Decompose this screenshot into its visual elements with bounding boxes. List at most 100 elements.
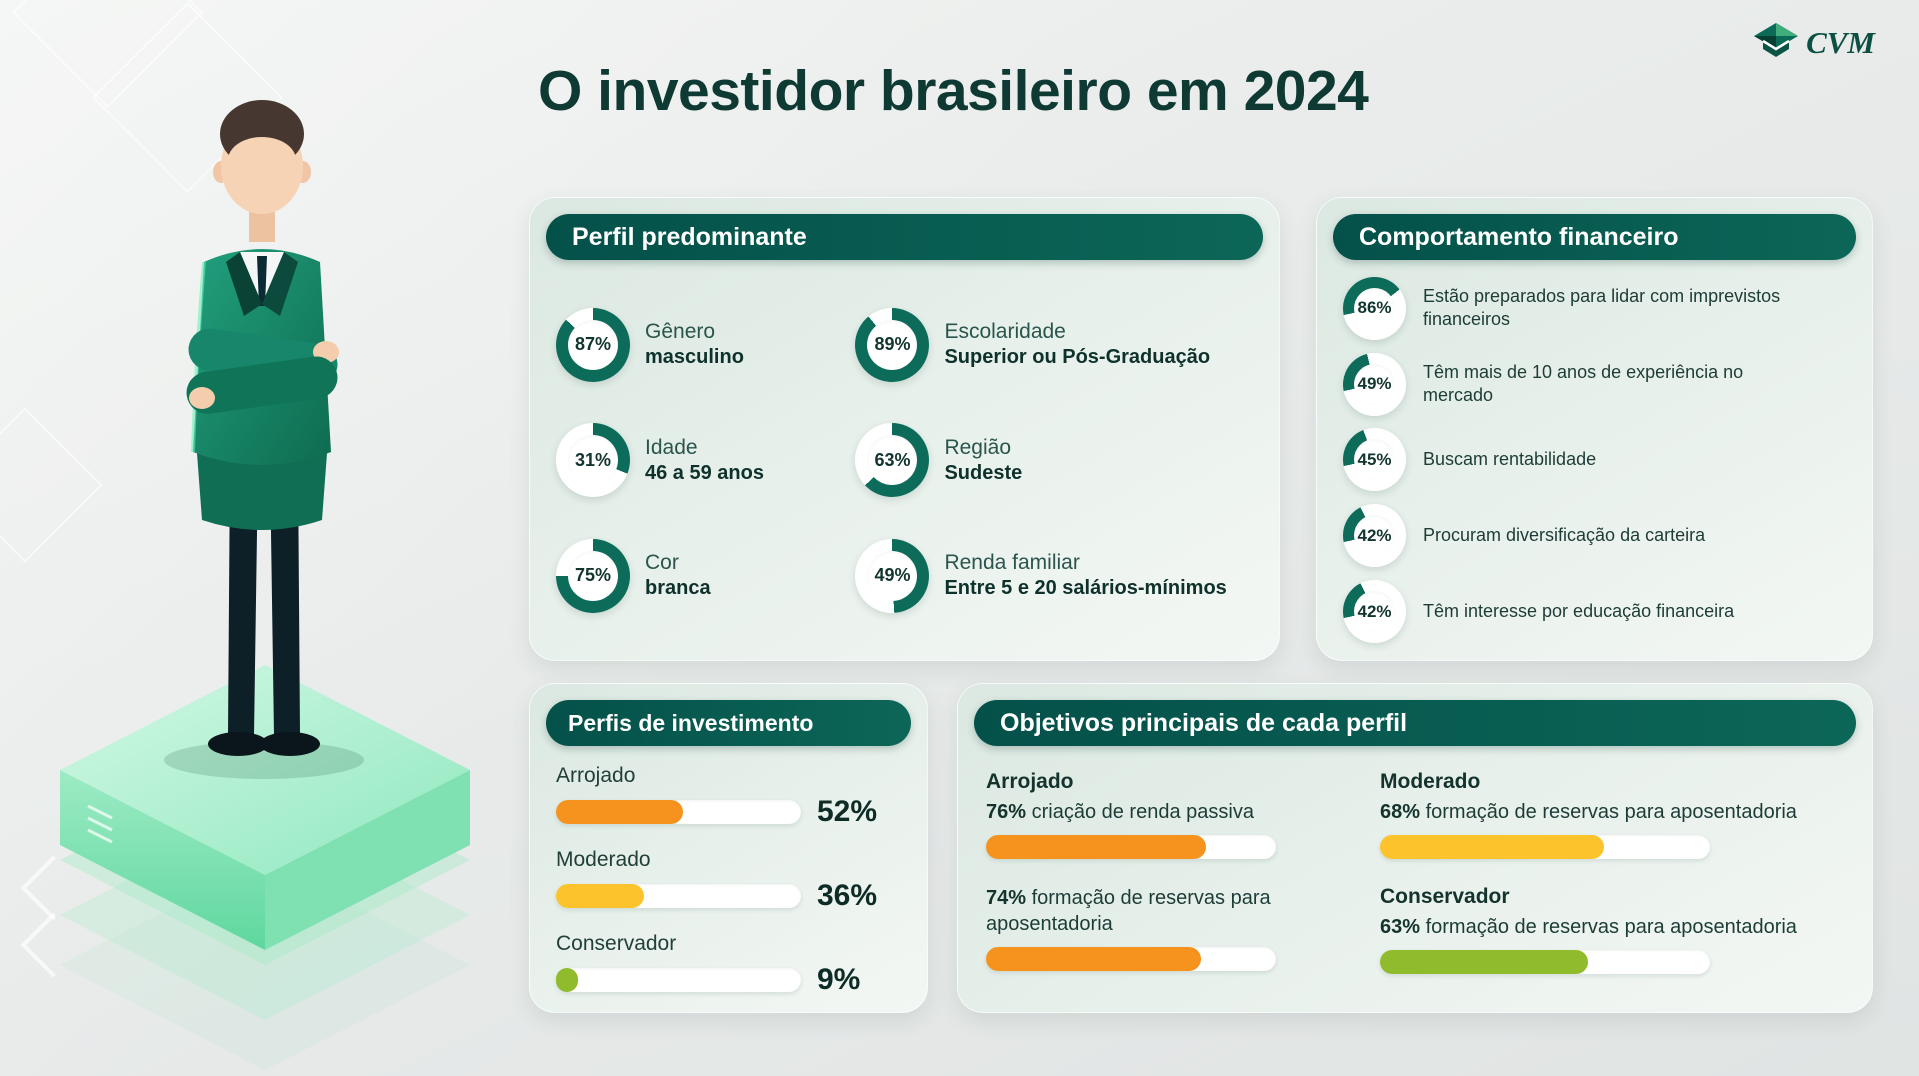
objective-arrojado-reservas: 74% formação de reservas para aposentado… [986,885,1336,971]
stat-value: Entre 5 e 20 salários-mínimos [944,577,1227,599]
objective-text: 63% formação de reservas para aposentado… [1380,914,1844,940]
donut-value: 31% [574,449,612,470]
objective-percentage: 68% [1380,801,1421,823]
gauge-chart: 86% [1343,276,1406,340]
stat-genero: 87% Gênero masculino [556,307,855,382]
behavior-label: Procuram diversificação da carteira [1423,525,1706,546]
profile-label: Conservador [556,932,677,955]
bar-track [556,884,801,908]
panel-header-comportamento: Comportamento financeiro [1333,214,1856,260]
gauge-value: 42% [1357,601,1392,621]
stat-value: Superior ou Pós-Graduação [944,346,1211,368]
donut-value: 89% [874,334,911,354]
donut-chart-renda: 49% [855,538,930,613]
stat-text: Gênero masculino [645,320,744,369]
bar-percentage: 52% [817,795,878,828]
behavior-label: Estão preparados para lidar com imprevis… [1423,285,1781,330]
profiles-list: Arrojado 52% Moderado 36% Co [530,746,927,1026]
bar-track [1380,835,1710,859]
objective-profile: Moderado [1380,770,1481,793]
donut-value: 63% [874,449,911,470]
objectives-grid: Arrojado 76% criação de renda passiva 74… [958,746,1872,984]
stat-regiao: 63% Região Sudeste [855,423,1269,497]
objective-percentage: 63% [1380,916,1421,938]
gauge-chart: 45% [1343,428,1406,492]
gauge-value: 45% [1357,449,1392,469]
profile-label: Arrojado [556,764,636,787]
stat-label: Escolaridade [944,320,1066,343]
bar-fill-conservador [556,968,579,992]
donut-chart-escolaridade: 89% [855,307,930,382]
stat-text: Renda familiar Entre 5 e 20 salários-mín… [944,551,1226,600]
bar-fill [986,835,1207,859]
stat-text: Cor branca [645,551,711,600]
objective-profile: Conservador [1380,885,1510,908]
perfil-stats-grid: 87% Gênero masculino 89% Escolaridade Su… [530,260,1279,660]
gauge-value: 42% [1357,525,1392,545]
donut-chart-cor: 75% [556,538,630,613]
profile-label: Moderado [556,848,651,871]
behavior-item-rentabilidade: 45% Buscam rentabilidade [1343,428,1852,492]
donut-chart-idade: 31% [556,423,630,497]
gauge-chart: 49% [1343,352,1406,416]
stat-value: masculino [645,346,744,368]
cvm-logo-text: CVM [1806,25,1875,60]
objective-conservador-reservas: Conservador 63% formação de reservas par… [1380,885,1844,974]
bar-percentage: 9% [817,963,861,996]
stat-renda-familiar: 49% Renda familiar Entre 5 e 20 salários… [855,538,1269,613]
bar-track [986,835,1276,859]
bar-track [1380,950,1710,974]
gauge-value: 86% [1357,298,1392,318]
objective-percentage: 74% [986,887,1027,909]
bar-row: 52% [556,795,901,829]
stat-value: 46 a 59 anos [645,461,764,484]
objective-profile: Arrojado [986,770,1074,793]
panel-header-perfis: Perfis de investimento [546,700,911,746]
investor-illustration [0,0,530,1076]
objective-moderado-reservas: Moderado 68% formação de reservas para a… [1380,770,1844,859]
stat-text: Idade 46 a 59 anos [645,436,764,485]
objective-text: 74% formação de reservas para aposentado… [986,885,1336,937]
stat-label: Renda familiar [944,551,1080,574]
stat-label: Idade [645,435,698,459]
objectives-column-right: Moderado 68% formação de reservas para a… [1380,770,1844,974]
behavior-label: Têm mais de 10 anos de experiência no me… [1423,361,1744,406]
panel-comportamento-financeiro: Comportamento financeiro 86% Estão prepa… [1316,197,1873,661]
profile-bar-arrojado: Arrojado 52% [556,764,901,829]
behavior-label: Têm interesse por educação financeira [1423,600,1735,621]
behavior-item-experiencia: 49% Têm mais de 10 anos de experiência n… [1343,352,1852,416]
stat-label: Região [944,435,1012,459]
cvm-logo: CVM [1753,22,1875,64]
bar-fill [1380,835,1605,859]
stat-value: branca [645,577,711,599]
bar-track [986,947,1276,971]
profile-bar-conservador: Conservador 9% [556,932,901,997]
behavior-item-imprevistos: 86% Estão preparados para lidar com impr… [1343,276,1852,340]
objective-description: formação de reservas para aposentadoria [1425,916,1797,938]
panel-header-objetivos: Objetivos principais de cada perfil [974,700,1856,746]
panel-perfil-predominante: Perfil predominante 87% Gênero masculino… [529,197,1280,661]
donut-value: 87% [574,334,612,354]
stat-text: Região Sudeste [944,436,1022,485]
behavior-item-educacao: 42% Têm interesse por educação financeir… [1343,580,1852,644]
behavior-label: Buscam rentabilidade [1423,449,1597,470]
donut-chart-regiao: 63% [855,423,930,497]
objective-text: 68% formação de reservas para aposentado… [1380,799,1844,825]
cvm-diamond-icon [1754,23,1799,57]
stat-value: Sudeste [944,461,1023,484]
stat-cor: 75% Cor branca [556,538,855,613]
bar-percentage: 36% [817,879,878,912]
gauge-chart: 42% [1343,504,1406,568]
behavior-list: 86% Estão preparados para lidar com impr… [1317,260,1872,660]
stat-label: Gênero [645,320,716,343]
gauge-value: 49% [1357,374,1392,394]
bar-fill [1380,950,1588,974]
profile-bar-moderado: Moderado 36% [556,848,901,913]
objective-text: 76% criação de renda passiva [986,799,1336,825]
panel-perfis-de-investimento: Perfis de investimento Arrojado 52% Mode… [529,683,928,1013]
donut-chart-genero: 87% [556,307,630,382]
objective-description: criação de renda passiva [1031,801,1254,823]
donut-value: 49% [874,565,911,585]
donut-value: 75% [574,565,612,585]
